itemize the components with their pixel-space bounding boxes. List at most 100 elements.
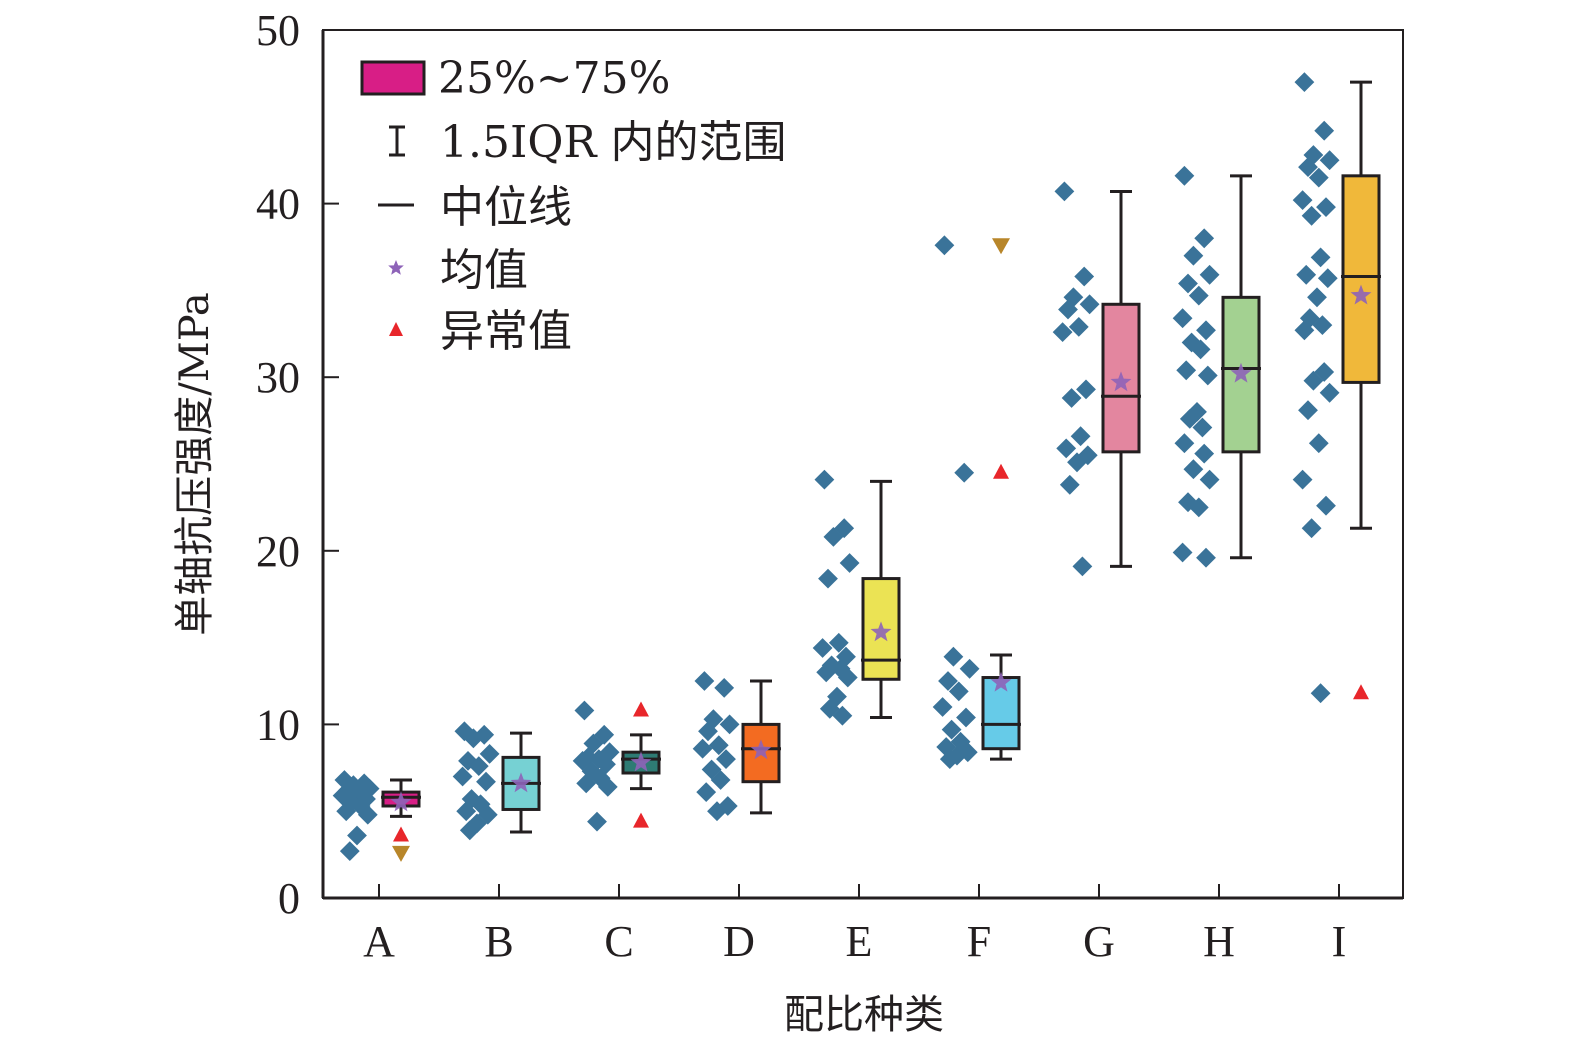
scatter-point bbox=[1312, 315, 1333, 335]
scatter-point bbox=[1068, 317, 1089, 337]
outlier-marker bbox=[633, 812, 649, 828]
mean-star bbox=[870, 621, 892, 642]
scatter-point bbox=[1079, 294, 1100, 315]
scatter-point bbox=[1174, 165, 1195, 186]
mean-star bbox=[1350, 284, 1372, 305]
legend-outlier-triangle-icon bbox=[389, 322, 403, 336]
scatter-point bbox=[1176, 360, 1197, 381]
scatter-point bbox=[1054, 181, 1075, 202]
scatter-point bbox=[696, 782, 717, 802]
scatter-point bbox=[812, 638, 833, 658]
legend-label-iqr: 25%~75% bbox=[438, 53, 670, 104]
box-group-I bbox=[1292, 72, 1381, 704]
scatter-point bbox=[1316, 197, 1336, 217]
x-axis-title: 配比种类 bbox=[784, 992, 944, 1038]
mean-star bbox=[390, 791, 412, 812]
y-tick-label: 30 bbox=[256, 353, 300, 402]
scatter-point bbox=[1172, 542, 1193, 563]
scatter-point bbox=[1197, 365, 1218, 386]
iqr-box bbox=[1341, 174, 1381, 384]
scatter-point bbox=[694, 671, 715, 691]
x-tick-label: C bbox=[604, 917, 633, 966]
legend-label-whisker-range: 1.5IQR 内的范围 bbox=[440, 117, 787, 168]
extreme-marker bbox=[992, 238, 1010, 255]
scatter-point bbox=[956, 707, 976, 728]
scatter-point bbox=[1056, 438, 1077, 459]
scatter-point bbox=[1174, 433, 1195, 454]
scatter-point bbox=[1301, 205, 1322, 226]
outlier-marker bbox=[633, 701, 649, 717]
scatter-point bbox=[692, 738, 713, 759]
mean-star bbox=[990, 671, 1012, 692]
scatter-point bbox=[1196, 320, 1216, 341]
scatter-point bbox=[1294, 320, 1315, 341]
legend-mean-star-icon bbox=[388, 260, 404, 275]
legend-label-mean: 均值 bbox=[440, 245, 528, 296]
y-tick-label: 50 bbox=[256, 6, 300, 55]
legend-whisker-icon bbox=[389, 125, 405, 157]
scatter-point bbox=[1178, 273, 1198, 294]
legend: 25%~75% 1.5IQR 内的范围 中位线 均值 异常值 bbox=[360, 53, 787, 357]
scatter-point bbox=[1310, 247, 1331, 268]
y-tick-label: 10 bbox=[256, 700, 300, 749]
scatter-point bbox=[1059, 474, 1080, 495]
box-group-F bbox=[932, 235, 1021, 769]
scatter-point bbox=[1308, 433, 1329, 454]
x-tick-label: B bbox=[484, 917, 513, 966]
scatter-point bbox=[1061, 388, 1082, 408]
x-tick-label: D bbox=[723, 917, 755, 966]
scatter-point bbox=[1319, 150, 1340, 171]
scatter-point bbox=[1308, 167, 1329, 188]
x-tick-label: F bbox=[967, 917, 991, 966]
y-tick-label: 20 bbox=[256, 527, 300, 576]
scatter-point bbox=[1301, 518, 1322, 539]
x-tick-label: A bbox=[363, 917, 395, 966]
scatter-point bbox=[1310, 683, 1331, 704]
scatter-point bbox=[1076, 379, 1096, 400]
scatter-point bbox=[943, 646, 964, 667]
scatter-point bbox=[714, 678, 735, 698]
scatter-point bbox=[1072, 556, 1093, 577]
scatter-point bbox=[587, 811, 607, 832]
scatter-point bbox=[1319, 382, 1340, 403]
box-group-A bbox=[332, 770, 421, 862]
scatter-point bbox=[1188, 285, 1209, 306]
scatter-point bbox=[1183, 245, 1204, 266]
mean-star bbox=[1230, 362, 1252, 383]
scatter-point bbox=[1058, 299, 1078, 320]
scatter-point bbox=[574, 700, 595, 721]
x-tick-label: E bbox=[846, 917, 873, 966]
scatter-point bbox=[1194, 228, 1215, 249]
scatter-point bbox=[1188, 497, 1209, 518]
scatter-point bbox=[1296, 264, 1317, 285]
box-group-B bbox=[452, 721, 541, 841]
scatter-point bbox=[959, 658, 980, 679]
outlier-marker bbox=[1353, 684, 1369, 700]
scatter-point bbox=[1179, 409, 1200, 429]
iqr-box bbox=[1221, 295, 1261, 454]
box-group-E bbox=[812, 469, 901, 726]
outlier-marker bbox=[993, 463, 1009, 479]
legend-box-swatch bbox=[360, 60, 426, 96]
scatter-point bbox=[839, 553, 860, 573]
box-group-C bbox=[572, 700, 661, 832]
scatter-point bbox=[1298, 157, 1318, 177]
mean-star bbox=[750, 739, 772, 760]
y-tick-label: 40 bbox=[256, 180, 300, 229]
scatter-point bbox=[1052, 322, 1073, 342]
x-tick-label: H bbox=[1203, 917, 1235, 966]
scatter-point bbox=[452, 766, 473, 787]
scatter-point bbox=[814, 469, 835, 490]
scatter-point bbox=[1298, 400, 1318, 421]
scatter-point bbox=[1307, 287, 1327, 308]
scatter-point bbox=[1199, 264, 1220, 285]
scatter-point bbox=[1190, 339, 1211, 360]
mean-star bbox=[510, 772, 532, 793]
y-axis-title: 单轴抗压强度/MPa bbox=[172, 292, 218, 635]
scatter-point bbox=[1314, 120, 1335, 141]
x-tick-label: I bbox=[1332, 917, 1347, 966]
scatter-point bbox=[1196, 547, 1216, 568]
scatter-point bbox=[934, 235, 955, 256]
y-tick-label: 0 bbox=[278, 874, 300, 923]
